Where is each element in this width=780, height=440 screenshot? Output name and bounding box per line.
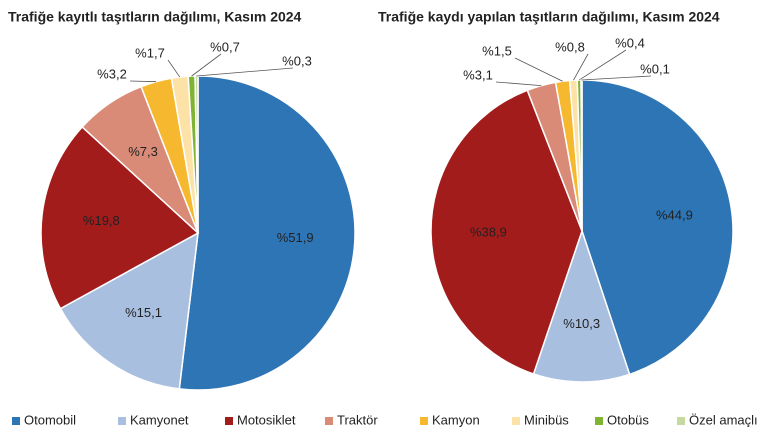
data-label: %0,4	[615, 35, 645, 50]
data-label: %3,2	[97, 66, 127, 81]
pie-slice	[532, 228, 631, 383]
chart-title: Trafiğe kayıtlı taşıtların dağılımı, Kas…	[8, 9, 302, 25]
legend-marker	[677, 417, 685, 425]
legend-marker	[118, 417, 126, 425]
legend-marker	[512, 417, 520, 425]
leader-line	[196, 67, 294, 77]
leader-line	[129, 80, 157, 83]
pie-slice	[40, 125, 200, 310]
legend-label: Traktör	[337, 412, 378, 427]
leader-line	[191, 53, 222, 77]
legend-label: Motosiklet	[237, 412, 296, 427]
pie-slice	[430, 89, 583, 375]
pie-slice	[580, 79, 583, 232]
legend-label: Kamyon	[432, 412, 480, 427]
legend-marker	[325, 417, 333, 425]
pie-slice	[581, 79, 734, 376]
legend-label: Minibüs	[524, 412, 569, 427]
leader-line	[573, 53, 589, 81]
leader-line	[578, 49, 627, 81]
data-label: %0,1	[640, 61, 670, 76]
data-label: %0,7	[210, 39, 240, 54]
data-label: %38,9	[470, 224, 507, 239]
legend-marker	[12, 417, 20, 425]
pie-slice	[59, 231, 199, 390]
data-label: %0,8	[555, 39, 585, 54]
legend-label: Özel amaçlı	[689, 412, 758, 427]
pie-slice	[178, 75, 356, 391]
leader-line	[514, 57, 563, 82]
data-label: %10,3	[563, 316, 600, 331]
leader-line	[167, 59, 181, 78]
legend-marker	[595, 417, 603, 425]
legend-label: Kamyonet	[130, 412, 189, 427]
legend-label: Otomobil	[24, 412, 76, 427]
data-label: %44,9	[656, 208, 693, 223]
leader-line	[495, 81, 542, 87]
legend-marker	[420, 417, 428, 425]
data-label: %15,1	[125, 305, 162, 320]
legend-marker	[225, 417, 233, 425]
leader-line	[581, 75, 652, 81]
data-label: %19,8	[83, 213, 120, 228]
legend-label: Otobüs	[607, 412, 649, 427]
chart-title: Trafiğe kaydı yapılan taşıtların dağılım…	[378, 9, 720, 25]
data-label: %1,5	[482, 43, 512, 58]
data-label: %3,1	[463, 67, 493, 82]
data-label: %1,7	[135, 45, 165, 60]
data-label: %0,3	[282, 53, 312, 68]
data-label: %51,9	[277, 230, 314, 245]
data-label: %7,3	[128, 144, 158, 159]
